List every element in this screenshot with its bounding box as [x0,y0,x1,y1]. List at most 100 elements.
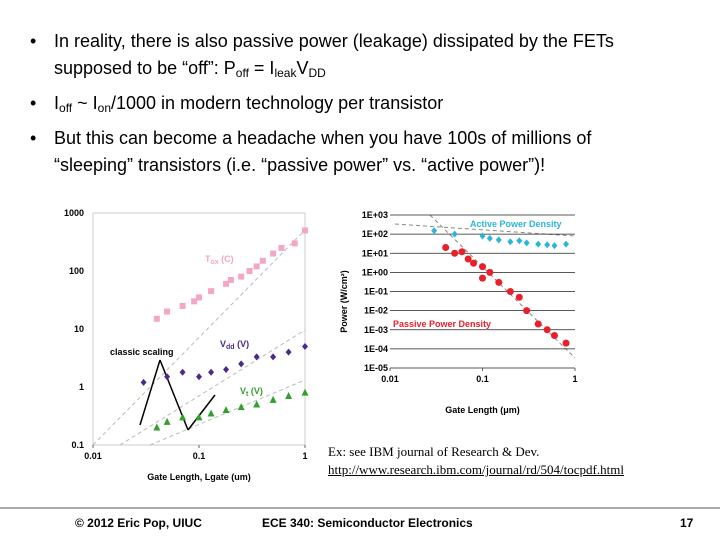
subscript: leak [274,66,297,80]
point [278,244,285,251]
point [179,368,186,376]
point [140,378,147,386]
bullet: Ioff ~ Ion/1000 in modern technology per… [30,90,670,117]
point [208,368,215,376]
point [237,403,245,411]
point [495,278,503,286]
point [551,242,558,250]
caption: Ex: see IBM journal of Research & Dev. [328,444,540,459]
point [442,243,450,251]
trend-line [429,214,576,359]
text-run: But this can become a headache when you … [54,128,592,175]
text-run: V [296,58,309,78]
point [302,227,308,234]
point [163,417,171,425]
point [222,406,230,414]
point [153,315,160,322]
series-label: Active Power Density [470,219,562,229]
y-tick-label: 0.1 [71,440,84,450]
arrow [139,359,161,426]
text-run: (V) [235,339,250,349]
subscript: t [246,391,249,398]
bullet: In reality, there is also passive power … [30,28,670,82]
point [195,413,203,421]
point [458,248,466,256]
point [506,288,514,295]
subscript: off [59,101,73,115]
x-tick-label: 1 [302,451,307,461]
point [179,302,186,309]
point [253,353,260,361]
point [285,348,292,356]
point [516,237,523,245]
text-run: V [220,339,226,349]
point [238,273,245,280]
point [550,332,558,340]
point [223,366,230,374]
y-tick-label: 1E-01 [364,287,388,297]
footer-left: © 2012 Eric Pop, UIUC [75,516,202,530]
page-number: 17 [680,516,694,530]
x-tick-label: 0.1 [193,451,206,461]
point [563,240,570,248]
x-tick-label: 0.1 [476,374,489,384]
y-tick-label: 1E+00 [362,267,388,277]
point [164,373,171,381]
point [507,238,514,246]
point [534,320,542,328]
y-tick-label: 1000 [64,208,84,218]
x-tick-label: 0.01 [381,374,399,384]
trend-line [119,329,306,446]
point [208,288,215,295]
point [479,274,486,282]
y-tick-label: 1E+03 [362,210,388,220]
point [562,339,570,347]
bullet-list: In reality, there is also passive power … [30,28,670,187]
point [179,413,187,421]
point [495,236,502,244]
point [479,232,486,240]
point [259,257,266,264]
y-tick-label: 1E-03 [364,325,388,335]
point [431,227,438,235]
point [479,263,486,271]
point [153,423,161,431]
arrow [187,394,216,431]
point [227,276,234,283]
bullet: But this can become a headache when you … [30,125,670,179]
text-run: (V) [248,386,263,396]
y-tick-label: 1E+01 [362,248,388,258]
x-tick-label: 0.01 [84,451,102,461]
text-run: classic scaling [110,347,174,357]
text-run: ~ I [72,93,98,113]
x-tick-label: 1 [572,374,577,384]
subscript: ox [211,259,219,266]
point [253,263,260,270]
caption-link[interactable]: http://www.research.ibm.com/journal/rd/5… [328,462,624,477]
point [451,249,459,257]
point [285,391,293,399]
y-tick-label: 10 [74,324,84,334]
point [486,268,494,276]
point [270,250,277,257]
trend-line [92,229,306,446]
point [253,400,261,408]
series-label: Vdd (V) [220,339,249,351]
point [302,342,308,350]
y-tick-label: 1 [79,382,84,392]
y-tick-label: 1E+02 [362,229,388,239]
series-label: Passive Power Density [393,319,491,329]
point [464,255,472,263]
subscript: dd [226,344,235,351]
point [269,395,277,403]
point [301,388,309,396]
x-axis-title: Gate Length (μm) [445,405,520,415]
y-tick-label: 1E-04 [364,344,388,354]
left-plot-area [92,212,306,446]
text-run: T [205,254,211,264]
y-tick-label: 100 [69,266,84,276]
text-run: /1000 in modern technology per transisto… [111,93,444,113]
footer-center: ECE 340: Semiconductor Electronics [262,516,473,530]
point [246,268,253,274]
